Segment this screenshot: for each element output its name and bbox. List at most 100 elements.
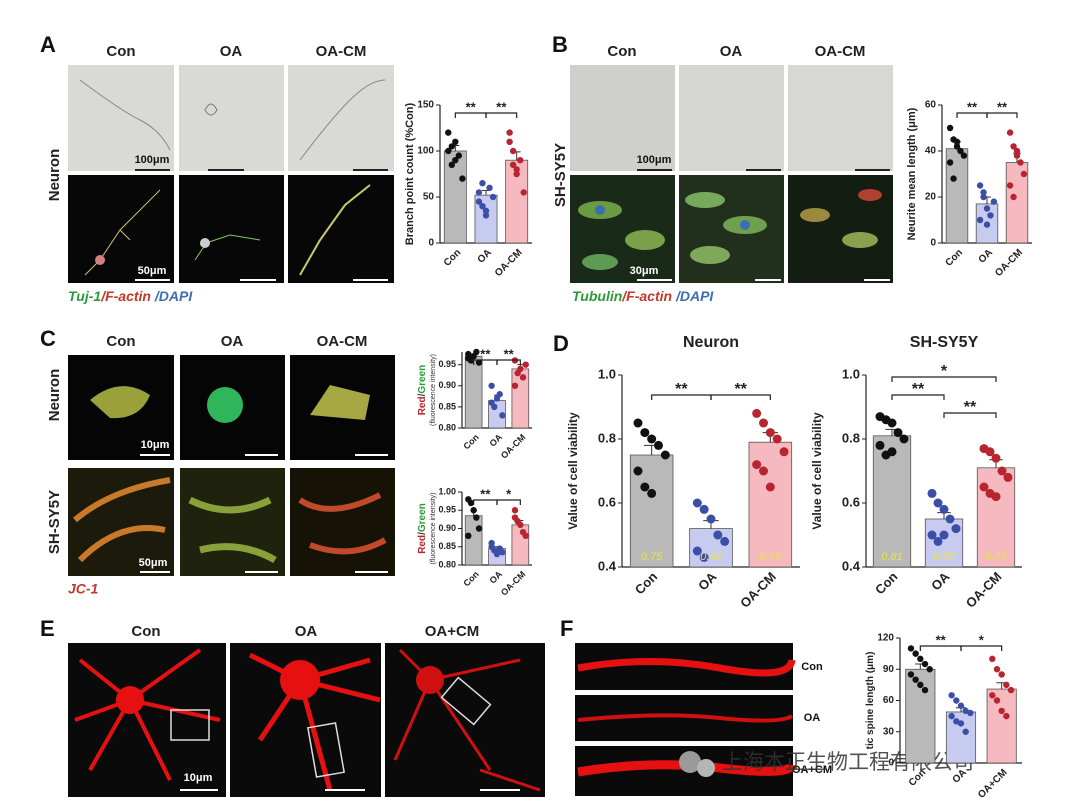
- data-point: [448, 161, 456, 168]
- y-tick-label: 90: [883, 664, 895, 675]
- significance-label: *: [979, 632, 985, 647]
- column-label: OA: [295, 623, 318, 640]
- y-tick-label: 0.90: [438, 380, 456, 390]
- panel-letter: A: [40, 32, 56, 57]
- chart-title: Neuron: [683, 334, 739, 351]
- data-point: [983, 221, 991, 228]
- y-tick-label: 0.80: [438, 559, 456, 569]
- data-point: [991, 453, 1001, 463]
- data-point: [980, 193, 987, 201]
- scale-bar-label: 50μm: [138, 265, 167, 277]
- row-label: Con: [801, 661, 823, 673]
- value-label: 0.52: [700, 551, 721, 563]
- data-point: [488, 543, 495, 550]
- column-label: Con: [607, 43, 636, 60]
- data-point: [765, 482, 775, 492]
- panel-letter: C: [40, 326, 56, 351]
- data-point: [887, 447, 897, 457]
- stain: /F-actin: [621, 288, 672, 304]
- data-point: [933, 498, 943, 508]
- significance-label: **: [997, 99, 1008, 114]
- data-point: [953, 138, 961, 145]
- significance-bracket: [496, 359, 521, 365]
- column-label: OA-CM: [815, 43, 866, 60]
- data-point: [506, 129, 513, 136]
- data-point: [1003, 472, 1013, 482]
- data-point: [509, 161, 517, 168]
- stain: /DAPI: [151, 288, 193, 304]
- data-point: [998, 671, 1005, 678]
- data-point: [921, 660, 929, 668]
- stain: Tuj-1: [68, 288, 101, 304]
- data-point: [1006, 129, 1014, 136]
- significance-label: **: [496, 99, 507, 114]
- scale-bar-label: 100μm: [135, 154, 170, 166]
- data-point: [946, 159, 954, 166]
- data-point: [1003, 712, 1010, 720]
- data-point: [951, 524, 961, 534]
- y-tick-label: 40: [925, 146, 937, 157]
- data-point: [633, 418, 643, 428]
- data-point: [1010, 193, 1017, 201]
- y-tick-label: 120: [877, 633, 894, 644]
- data-point: [997, 466, 1007, 476]
- data-point: [473, 348, 480, 356]
- data-point: [713, 530, 723, 540]
- data-point: [985, 447, 995, 457]
- y-tick-label: 0.95: [438, 359, 456, 369]
- column-label: Con: [106, 43, 135, 60]
- data-point: [907, 671, 915, 678]
- data-point: [475, 198, 483, 205]
- column-label: OA: [220, 43, 243, 60]
- significance-label: **: [964, 399, 977, 416]
- significance-bracket: [496, 499, 521, 505]
- row-label: Neuron: [46, 369, 63, 422]
- data-point: [948, 712, 955, 720]
- y-tick-label: 150: [417, 100, 434, 111]
- micrographs: [68, 65, 394, 283]
- data-point: [989, 692, 996, 699]
- y-tick-label: 0: [930, 238, 936, 249]
- y-tick-label: 0: [888, 758, 894, 769]
- scale-bar-label: 50μm: [139, 557, 168, 569]
- data-point: [772, 434, 782, 444]
- data-point: [465, 355, 472, 362]
- data-point: [953, 143, 961, 150]
- column-label: OA-CM: [316, 43, 367, 60]
- y-tick-label: 100: [417, 146, 434, 157]
- value-label: 0.71: [985, 551, 1006, 563]
- y-tick-label: 60: [925, 100, 937, 111]
- value-label: 0.75: [641, 551, 663, 563]
- y-tick-label: 0.90: [438, 523, 456, 533]
- data-point: [945, 514, 955, 524]
- data-point: [509, 147, 517, 155]
- y-axis-label-part: Value of cell viability: [810, 412, 824, 530]
- y-tick-label: 0.6: [842, 494, 860, 509]
- data-point: [953, 697, 960, 704]
- data-point: [912, 676, 919, 683]
- significance-label: **: [480, 346, 491, 361]
- data-point: [991, 492, 1001, 502]
- data-point: [912, 650, 919, 657]
- data-point: [482, 207, 490, 214]
- data-point: [699, 552, 709, 562]
- y-tick-label: 1.0: [842, 366, 860, 381]
- y-tick-label: 0.8: [842, 430, 860, 445]
- data-point: [752, 408, 762, 418]
- data-point: [926, 666, 933, 673]
- data-point: [720, 536, 730, 546]
- data-point: [990, 198, 998, 205]
- data-point: [887, 418, 897, 428]
- y-tick-label: 0.95: [438, 505, 456, 515]
- data-point: [517, 521, 524, 529]
- y-axis-label-part: Green: [417, 503, 428, 532]
- data-point: [452, 157, 459, 164]
- data-point: [933, 536, 943, 546]
- row-label: SH-SY5Y: [46, 490, 63, 554]
- y-tick-label: 0.85: [438, 541, 456, 551]
- data-point: [475, 525, 483, 532]
- y-tick-label: 20: [925, 192, 937, 203]
- column-label: Con: [106, 333, 135, 350]
- data-point: [519, 374, 527, 381]
